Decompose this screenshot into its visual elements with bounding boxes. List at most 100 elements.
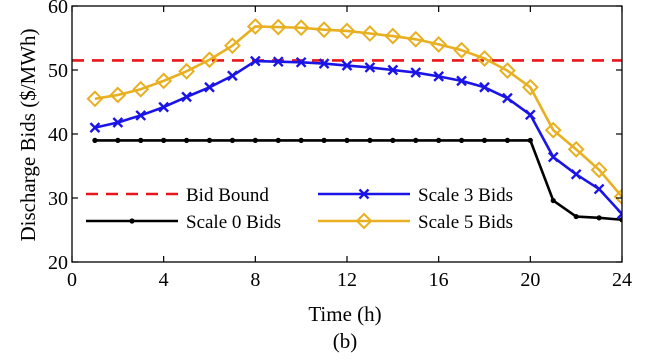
scale-3-bids-point: [318, 58, 330, 69]
scale-0-bids-point: [413, 137, 419, 143]
scale-5-bids-point: [453, 41, 470, 59]
scale-0-bids-point: [229, 137, 236, 143]
scale-0-bids-point: [115, 137, 121, 143]
scale-3-bids-point: [364, 62, 376, 73]
y-tick-label: 40: [48, 124, 68, 146]
scale-3-bids-line: [94, 59, 622, 215]
legend-marker: [129, 218, 135, 224]
x-axis-label: Time (h): [308, 302, 381, 326]
legend-item-scale-3-bids: Scale 3 Bids: [318, 185, 513, 206]
scale-5-bids-point: [109, 86, 127, 104]
scale-3-bids-point: [158, 101, 170, 113]
scale-5-bids-point: [613, 188, 622, 206]
scale-3-bids-point: [479, 81, 490, 93]
scale-3-bids-point: [204, 81, 215, 93]
scale-0-bids-point: [527, 137, 533, 143]
scale-3-bids-point: [181, 91, 192, 103]
legend-item-scale-5-bids: Scale 5 Bids: [318, 212, 513, 233]
scale-0-bids-point: [344, 137, 350, 143]
scale-5-bids-markers: [86, 18, 622, 206]
scale-5-bids-point: [384, 27, 402, 45]
scale-3-bids-point: [616, 208, 622, 220]
y-tick-label: 20: [48, 252, 68, 274]
plot-area: [72, 18, 622, 223]
scale-5-bids-point: [499, 62, 516, 80]
legend-item-scale-0-bids: Scale 0 Bids: [86, 212, 281, 233]
scale-0-bids-point: [161, 137, 167, 143]
scale-5-bids-point: [521, 78, 539, 96]
y-tick-label: 50: [48, 60, 68, 82]
legend-label: Scale 3 Bids: [418, 185, 513, 206]
x-tick-label: 16: [429, 269, 449, 291]
scale-0-bids-point: [550, 197, 556, 204]
scale-5-bids-point: [315, 21, 333, 39]
scale-5-bids-line: [94, 25, 622, 198]
legend-label: Scale 5 Bids: [418, 212, 513, 233]
scale-5-bids-point: [201, 51, 218, 69]
scale-5-bids-point: [269, 18, 287, 36]
scale-3-bids-point: [135, 110, 147, 121]
scale-0-bids-point: [458, 137, 465, 143]
scale-3-bids-point: [227, 70, 238, 82]
scale-3-bids-point: [272, 56, 284, 68]
scale-5-bids-point: [155, 72, 173, 90]
x-tick-label: 4: [159, 269, 169, 291]
scale-3-bids-markers: [89, 55, 622, 220]
scale-0-bids-point: [504, 137, 511, 143]
scale-0-bids-point: [367, 137, 373, 143]
scale-3-bids-point: [433, 71, 445, 82]
scale-0-bids-point: [596, 215, 602, 221]
legend-marker: [358, 188, 370, 200]
scale-0-bids-point: [573, 213, 579, 220]
scale-3-bids-point: [89, 122, 101, 133]
scale-0-bids-point: [481, 137, 488, 143]
scale-0-bids-point: [138, 137, 144, 143]
scale-5-bids-point: [476, 50, 493, 67]
scale-0-bids-point: [390, 137, 396, 143]
x-tick-label: 0: [67, 269, 77, 291]
scale-3-bids-point: [547, 151, 559, 163]
x-tick-label: 20: [520, 269, 540, 291]
scale-5-bids-point: [590, 161, 608, 179]
scale-5-bids-point: [544, 121, 562, 139]
scale-5-bids-point: [407, 30, 425, 48]
y-tick-label: 60: [48, 0, 68, 18]
scale-3-bids-point: [570, 168, 582, 180]
scale-3-bids-point: [524, 109, 536, 121]
y-tick-label: 30: [48, 188, 68, 210]
x-tick-label: 24: [612, 269, 632, 291]
scale-3-bids-point: [295, 56, 307, 68]
scale-0-bids-point: [206, 137, 213, 143]
figure-caption: (b): [333, 329, 358, 353]
plot-clip-group: [72, 18, 622, 223]
scale-0-bids-point: [252, 137, 258, 143]
x-tick-label: 12: [337, 269, 357, 291]
scale-0-bids-line: [94, 139, 622, 222]
scale-5-bids-point: [224, 37, 241, 55]
scale-5-bids-point: [361, 25, 379, 42]
scale-0-bids-point: [92, 137, 98, 143]
scale-5-bids-point: [246, 18, 264, 35]
scale-3-bids-point: [502, 92, 513, 104]
scale-3-bids-point: [249, 55, 261, 67]
scale-5-bids-point: [132, 80, 150, 98]
scale-0-bids-point: [321, 137, 327, 143]
scale-5-bids-point: [567, 140, 585, 158]
scale-5-bids-point: [178, 62, 195, 80]
scale-0-bids-point: [275, 137, 281, 143]
axes: 0 4 8 12 16 20 24 20 30 40 50 60: [48, 0, 632, 291]
scale-3-bids-point: [112, 117, 124, 128]
scale-0-bids-point: [183, 137, 190, 143]
scale-3-bids-point: [456, 75, 467, 87]
legend-item-bid-bound: Bid Bound: [86, 185, 269, 206]
legend-marker: [355, 212, 373, 230]
scale-3-bids-point: [341, 60, 353, 71]
scale-0-bids-markers: [92, 137, 622, 223]
x-tick-label: 8: [250, 269, 260, 291]
scale-5-bids-point: [430, 35, 448, 53]
scale-5-bids-point: [338, 22, 356, 40]
scale-3-bids-point: [387, 64, 399, 76]
y-axis-label: Discharge Bids ($/MWh): [16, 28, 40, 241]
scale-0-bids-point: [436, 137, 442, 143]
